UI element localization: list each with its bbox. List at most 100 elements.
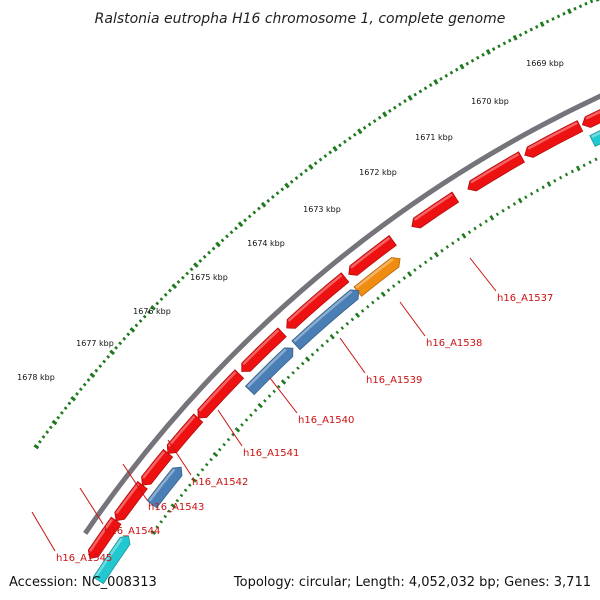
tick-mark	[372, 119, 377, 123]
tick-mark	[94, 368, 99, 373]
tick-mark	[391, 284, 396, 288]
tick-mark	[588, 160, 592, 165]
tick-mark	[280, 379, 287, 385]
gene-arrow-highlight	[242, 329, 280, 366]
tick-mark	[284, 182, 290, 189]
tick-mark	[277, 384, 281, 389]
tick-mark	[529, 191, 534, 196]
gene-arrow	[141, 448, 174, 486]
tick-mark	[380, 291, 386, 298]
tick-mark	[33, 443, 40, 450]
tick-mark	[524, 30, 528, 35]
tick-mark	[433, 79, 439, 85]
gene-features	[87, 109, 600, 585]
tick-mark	[86, 378, 91, 382]
tick-mark	[478, 223, 483, 227]
tick-mark	[257, 206, 261, 211]
tick-mark	[134, 323, 139, 328]
scale-ticks	[33, 0, 600, 535]
tick-mark	[163, 292, 168, 297]
tick-mark	[67, 401, 72, 406]
tick-mark	[118, 341, 123, 346]
gene-label: h16_A1545	[56, 553, 112, 564]
tick-mark	[553, 179, 557, 183]
tick-mark	[204, 462, 209, 467]
gene-label: h16_A1537	[497, 293, 553, 304]
tick-mark	[470, 58, 475, 63]
tick-mark	[584, 1, 588, 6]
tick-mark	[211, 246, 216, 251]
tick-mark	[308, 163, 314, 170]
tick-mark	[502, 41, 507, 46]
gene-arrow	[87, 516, 122, 559]
gene-arrow	[348, 235, 397, 276]
gene-arrow	[146, 466, 183, 509]
tick-mark	[150, 529, 157, 535]
tick-mark	[350, 317, 355, 322]
tick-mark	[456, 237, 461, 242]
tick-mark	[163, 514, 168, 519]
tick-mark	[296, 366, 300, 370]
tick-mark	[170, 503, 177, 509]
tick-mark	[59, 411, 64, 415]
tick-mark	[229, 230, 234, 235]
scale-label: 1677 kbp	[76, 339, 114, 348]
tick-mark	[485, 48, 491, 55]
tick-mark	[168, 288, 172, 293]
tick-mark	[323, 154, 328, 158]
gene-arrow	[589, 130, 600, 147]
gene-arrow-highlight	[413, 193, 453, 221]
tick-mark	[187, 483, 192, 487]
tick-mark	[423, 86, 428, 91]
tick-mark	[320, 343, 325, 348]
tick-mark	[354, 312, 361, 318]
tick-mark	[270, 195, 275, 199]
tick-mark	[275, 191, 280, 196]
tick-mark	[376, 296, 380, 301]
gene-label: h16_A1541	[243, 448, 299, 459]
gene-arrow	[291, 289, 360, 351]
tick-mark	[225, 234, 229, 239]
gene-labels: h16_A1537 h16_A1538 h16_A1539 h16_A1540 h16_…	[56, 293, 553, 564]
tick-mark	[489, 215, 495, 221]
label-leader-line	[339, 337, 366, 374]
label-leader-line	[79, 487, 104, 525]
tick-mark	[386, 288, 391, 292]
tick-mark	[440, 248, 444, 253]
tick-mark	[222, 442, 226, 447]
tick-mark	[512, 34, 518, 41]
tick-mark	[558, 175, 563, 180]
tick-mark	[299, 172, 304, 177]
scale-label: 1676 kbp	[133, 307, 171, 316]
tick-mark	[367, 122, 372, 127]
tick-mark	[541, 185, 545, 190]
gene-arrow-highlight	[115, 483, 140, 515]
tick-mark	[304, 168, 308, 173]
tick-mark	[82, 382, 87, 387]
tick-mark	[189, 267, 194, 272]
tick-mark	[78, 387, 83, 392]
tick-mark	[325, 339, 330, 343]
gene-arrow	[241, 327, 287, 372]
tick-mark	[51, 419, 58, 426]
tick-mark	[465, 61, 470, 66]
scale-label: 1674 kbp	[247, 239, 285, 248]
tick-mark	[371, 300, 375, 305]
gene-arrow	[411, 191, 460, 229]
tick-mark	[343, 139, 347, 144]
tick-mark	[179, 493, 184, 498]
gene-arrow	[244, 347, 294, 396]
tick-mark	[263, 399, 267, 403]
tick-mark	[63, 406, 68, 411]
tick-mark	[310, 352, 315, 357]
tick-mark	[129, 327, 136, 333]
tick-mark	[207, 250, 211, 255]
gene-arrow-highlight	[350, 236, 391, 269]
gene-label: h16_A1542	[192, 477, 248, 488]
tick-mark	[556, 14, 561, 19]
tick-mark	[484, 219, 488, 224]
gene-arrow-highlight	[591, 131, 600, 138]
tick-mark	[202, 254, 207, 259]
label-leader-line	[31, 511, 56, 552]
